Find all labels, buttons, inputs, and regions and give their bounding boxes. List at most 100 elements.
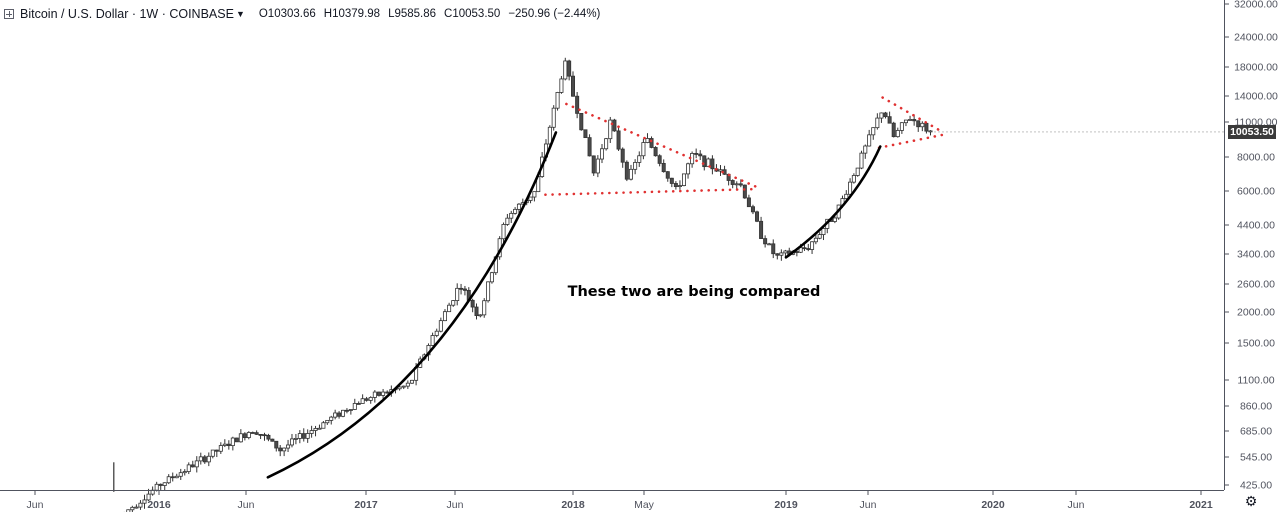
- candle-body: [478, 314, 483, 317]
- candle-body: [681, 173, 686, 186]
- candle-body: [547, 126, 552, 145]
- candle-body: [206, 455, 211, 463]
- candle-body: [364, 398, 369, 401]
- candle-body: [742, 184, 747, 199]
- candle-body: [532, 191, 537, 198]
- x-tick-label: Jun: [238, 499, 255, 511]
- x-tick-label: May: [634, 499, 655, 511]
- candle-body: [385, 391, 390, 394]
- y-tick-label: 2000.00: [1237, 307, 1275, 319]
- candle-body: [325, 419, 330, 424]
- y-tick-label: 18000.00: [1234, 62, 1278, 74]
- collapse-plus-icon[interactable]: [4, 9, 14, 19]
- candle-body: [333, 412, 338, 418]
- candle-body: [442, 311, 447, 322]
- candle-body: [810, 241, 815, 250]
- candle-body: [182, 471, 187, 474]
- y-tick-label: 685.00: [1240, 426, 1272, 438]
- price-axis[interactable]: 32000.0024000.0018000.0014000.0011000.00…: [1224, 0, 1278, 492]
- candle-body: [591, 155, 596, 174]
- candle-body: [474, 306, 479, 316]
- candle-body: [710, 158, 715, 170]
- candle-body: [669, 177, 674, 184]
- symbol-legend: Bitcoin / U.S. Dollar · 1W · COINBASE ▼ …: [4, 6, 600, 22]
- candle-body: [352, 403, 357, 410]
- candle-body: [649, 138, 654, 148]
- candle-body: [661, 163, 666, 173]
- candle-body: [501, 224, 506, 240]
- candle-body: [767, 243, 772, 246]
- curve-arc[interactable]: [266, 131, 558, 479]
- candle-body: [920, 122, 925, 128]
- candle-body: [718, 169, 723, 172]
- y-tick-label: 1500.00: [1237, 338, 1275, 350]
- candle-body: [447, 304, 452, 313]
- trendline-dotted[interactable]: [877, 133, 945, 150]
- candle-body: [916, 120, 921, 128]
- gear-icon[interactable]: ⚙: [1244, 493, 1258, 509]
- candle-body: [405, 382, 410, 387]
- trendline-dotted[interactable]: [881, 96, 945, 134]
- candle-body: [513, 208, 518, 214]
- x-tick-label: Jun: [447, 499, 464, 511]
- candle-body: [883, 112, 888, 118]
- candle-body: [899, 122, 904, 131]
- candle-body: [673, 183, 678, 187]
- candle-body: [746, 197, 751, 208]
- candle-body: [258, 433, 263, 436]
- candle-body: [289, 438, 294, 446]
- y-tick-label: 32000.00: [1234, 0, 1278, 11]
- y-tick-label: 3400.00: [1237, 249, 1275, 261]
- candle-body: [270, 438, 275, 442]
- candle-body: [641, 142, 646, 157]
- candle-body: [321, 422, 326, 429]
- candle-body: [903, 119, 908, 124]
- trendline-dotted[interactable]: [544, 187, 759, 197]
- candle-body: [779, 252, 784, 256]
- candle-body: [832, 217, 837, 222]
- legend-close: C10053.50: [444, 8, 501, 20]
- candle-body: [198, 456, 203, 462]
- candle-body: [166, 476, 171, 484]
- candle-body: [928, 130, 933, 133]
- candle-body: [855, 167, 860, 176]
- y-tick-label: 425.00: [1240, 480, 1272, 492]
- candle-body: [571, 75, 576, 97]
- candle-body: [360, 398, 365, 404]
- candle-body: [162, 482, 167, 486]
- candle-body: [344, 409, 349, 412]
- chevron-down-icon[interactable]: ▼: [235, 9, 245, 19]
- candle-body: [637, 155, 642, 163]
- candle-body: [759, 220, 764, 239]
- candle-body: [138, 502, 143, 508]
- y-tick-label: 4400.00: [1237, 220, 1275, 232]
- candle-body: [775, 253, 780, 256]
- candle-body: [301, 433, 306, 439]
- candle-body: [848, 181, 853, 195]
- candle-body: [222, 443, 227, 446]
- candle-body: [230, 437, 235, 447]
- candle-body: [895, 130, 900, 138]
- candle-body: [170, 476, 175, 479]
- candle-body: [505, 217, 510, 225]
- candle-body: [489, 272, 494, 283]
- curve-arc[interactable]: [784, 145, 882, 259]
- x-tick-label: Jun: [860, 499, 877, 511]
- candle-body: [486, 281, 491, 302]
- candle-body: [337, 412, 342, 417]
- candle-body: [226, 443, 231, 447]
- candle-body: [734, 183, 739, 186]
- candle-body: [178, 472, 183, 477]
- candle-body: [134, 506, 139, 509]
- candle-body: [146, 493, 151, 501]
- candle-body: [297, 433, 302, 439]
- candle-body: [863, 145, 868, 154]
- candle-body: [274, 440, 279, 449]
- candle-body: [844, 193, 849, 199]
- symbol-title[interactable]: Bitcoin / U.S. Dollar · 1W · COINBASE: [20, 7, 234, 21]
- candle-body: [317, 427, 322, 430]
- time-axis[interactable]: Jun 2016 Jun 2017 Jun 2018 May 2019 Jun 2020 Jun 20…: [27, 490, 1213, 511]
- candle-body: [309, 430, 314, 434]
- trendline-dotted[interactable]: [565, 102, 759, 189]
